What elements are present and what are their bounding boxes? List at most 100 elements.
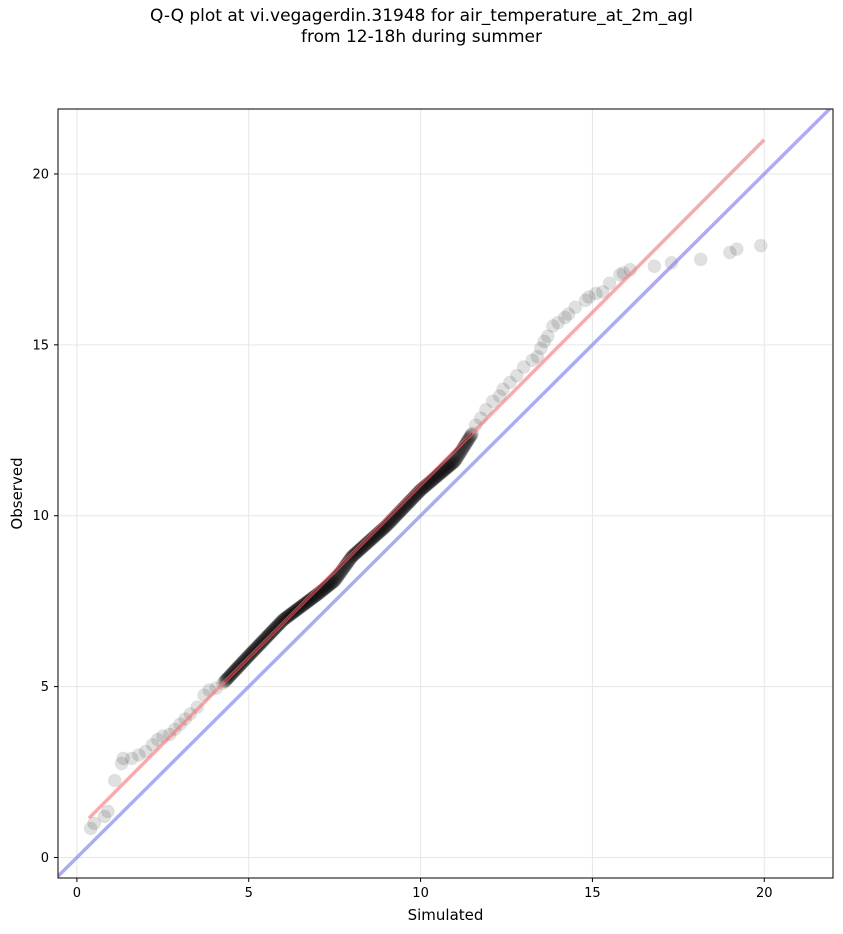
data-point: [496, 382, 511, 397]
y-tick-label: 15: [32, 338, 49, 353]
data-point: [131, 747, 146, 762]
data-point: [263, 626, 278, 641]
data-points: [83, 238, 768, 836]
data-point: [349, 545, 364, 560]
data-point: [267, 622, 282, 637]
data-point: [276, 612, 291, 627]
data-point: [264, 624, 279, 639]
data-point: [328, 573, 343, 588]
data-point: [349, 545, 364, 560]
data-point: [260, 628, 275, 643]
data-point: [272, 617, 287, 632]
data-point: [107, 773, 122, 788]
y-tick-label: 5: [41, 680, 49, 695]
data-point: [342, 553, 357, 568]
data-point: [352, 542, 367, 557]
data-point: [261, 627, 276, 642]
data-point: [97, 809, 112, 824]
data-point: [448, 453, 463, 467]
data-point: [124, 751, 139, 766]
y-axis-label: Observed: [8, 457, 26, 529]
data-point: [346, 548, 361, 563]
data-point: [602, 276, 617, 291]
data-point: [274, 614, 289, 629]
data-point: [530, 349, 545, 364]
data-point: [461, 433, 475, 448]
data-point: [259, 630, 274, 645]
data-point: [266, 622, 281, 637]
data-point: [265, 624, 280, 639]
data-point: [438, 461, 453, 476]
data-point: [262, 627, 277, 642]
x-tick-label: 10: [412, 886, 429, 901]
data-point: [162, 727, 177, 742]
data-point: [450, 450, 465, 465]
data-point: [266, 623, 281, 638]
y-tick-label: 20: [32, 167, 49, 182]
data-point: [729, 242, 744, 257]
data-point: [595, 284, 610, 299]
data-point: [302, 593, 317, 608]
fit-line-core: [223, 432, 473, 683]
data-point: [448, 453, 463, 468]
data-point: [354, 540, 369, 555]
data-point: [445, 456, 460, 471]
data-point: [568, 300, 583, 315]
data-point: [344, 549, 359, 564]
chart-title: Q-Q plot at vi.vegagerdin.31948 for air_…: [0, 6, 843, 48]
data-point: [348, 546, 363, 561]
data-point: [300, 594, 315, 609]
data-point: [353, 541, 368, 556]
data-point: [138, 744, 153, 759]
data-point: [492, 389, 507, 404]
data-point: [753, 238, 768, 253]
data-point: [354, 541, 369, 556]
data-point: [537, 334, 552, 349]
data-point: [83, 821, 98, 836]
data-point: [439, 460, 454, 475]
data-point: [264, 625, 279, 640]
x-axis-label: Simulated: [408, 906, 484, 924]
data-point: [485, 394, 500, 409]
data-point: [516, 360, 531, 375]
data-point: [273, 615, 288, 630]
data-point: [446, 454, 461, 469]
data-point: [612, 267, 627, 282]
data-point: [557, 310, 572, 325]
data-point: [341, 554, 356, 569]
grid: [58, 109, 833, 878]
data-point: [271, 617, 286, 632]
data-point: [578, 293, 593, 308]
data-point: [267, 621, 282, 636]
data-point: [561, 307, 576, 322]
data-point: [268, 620, 283, 635]
data-point: [357, 538, 372, 553]
data-point: [301, 593, 316, 608]
data-point: [300, 594, 315, 609]
data-point: [345, 548, 360, 563]
axis-ticks: 0 5 10 15 20 0 5 10 15 20: [32, 167, 772, 901]
data-point: [150, 732, 165, 747]
data-point: [355, 540, 370, 555]
data-point: [449, 452, 464, 467]
data-point: [647, 259, 662, 274]
data-point: [347, 547, 362, 562]
data-point: [100, 804, 115, 819]
data-point: [722, 245, 737, 260]
data-point: [299, 595, 314, 610]
data-point: [693, 252, 708, 267]
data-point: [525, 353, 540, 368]
data-point: [459, 435, 474, 450]
x-tick-label: 15: [584, 886, 601, 901]
data-point: [278, 611, 293, 626]
data-point: [447, 454, 462, 469]
data-point: [348, 546, 363, 561]
data-point: [444, 456, 459, 471]
data-point: [275, 613, 290, 628]
data-point: [269, 620, 284, 635]
data-point: [449, 451, 464, 466]
data-point: [588, 286, 603, 301]
data-point: [545, 319, 560, 334]
data-point: [442, 458, 457, 473]
